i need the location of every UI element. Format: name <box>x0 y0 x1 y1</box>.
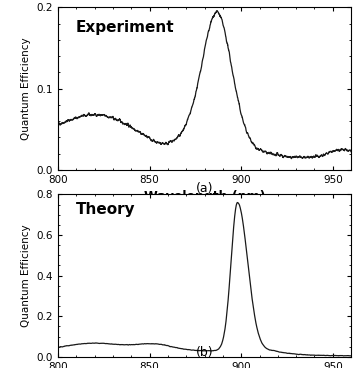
Y-axis label: Quantum Efficiency: Quantum Efficiency <box>21 37 31 140</box>
Text: Theory: Theory <box>76 202 135 217</box>
Text: (a): (a) <box>196 182 213 195</box>
Y-axis label: Quantum Efficiency: Quantum Efficiency <box>21 224 31 327</box>
X-axis label: Wavelength (nm): Wavelength (nm) <box>144 190 265 204</box>
Text: (b): (b) <box>196 346 213 359</box>
Text: Experiment: Experiment <box>76 20 174 35</box>
